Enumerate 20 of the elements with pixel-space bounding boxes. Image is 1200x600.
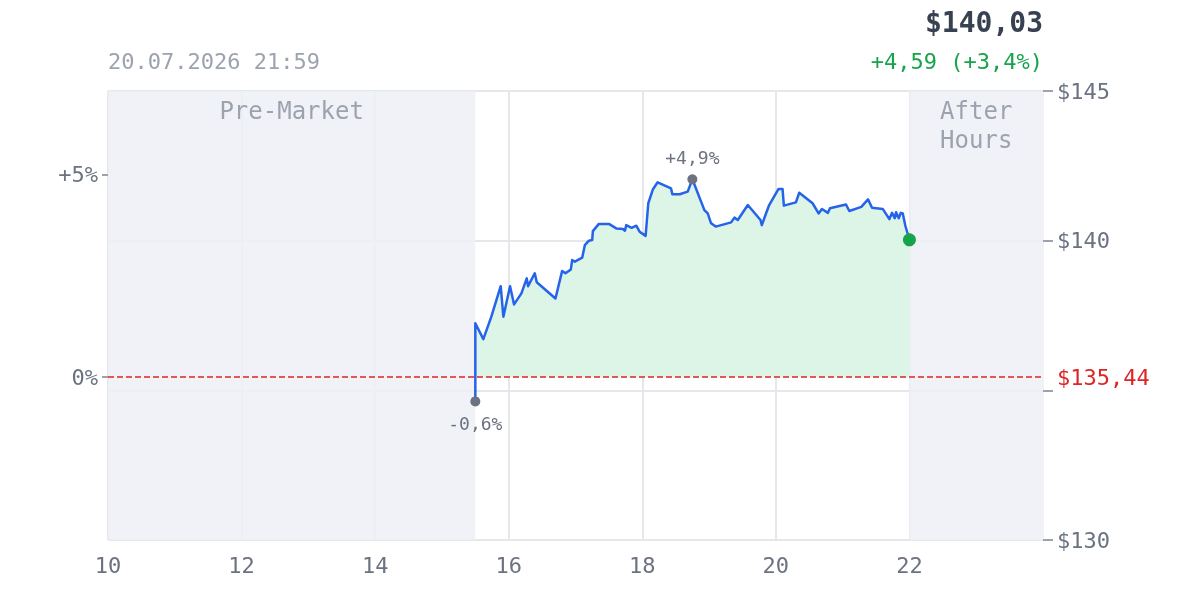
- y2-tick-label: 0%: [71, 364, 98, 390]
- annotation: -0,6%: [448, 412, 503, 434]
- annotation: +4,9%: [665, 146, 720, 168]
- y-tick-label: $130: [1057, 527, 1110, 553]
- chart-subtitle: 20.07.2026 21:59: [108, 48, 320, 74]
- band-label: Pre-Market: [219, 96, 364, 125]
- x-tick-label: 16: [495, 552, 522, 578]
- x-tick-label: 10: [94, 552, 122, 578]
- band-label: After Hours: [940, 96, 1013, 154]
- x-tick-label: 20: [762, 552, 790, 578]
- text: $140,03: [924, 5, 1043, 39]
- y-tick-label: $145: [1057, 78, 1110, 104]
- text: +4,59 (+3,4%): [870, 48, 1043, 74]
- x-tick-label: 22: [896, 552, 923, 578]
- y-tick-label: $140: [1057, 228, 1110, 254]
- x-tick-label: 18: [629, 552, 656, 578]
- ref-line-label: $135,44: [1057, 364, 1150, 390]
- x-tick-label: 14: [361, 552, 389, 578]
- x-tick-label: 12: [228, 552, 255, 578]
- y2-tick-label: +5%: [58, 161, 98, 187]
